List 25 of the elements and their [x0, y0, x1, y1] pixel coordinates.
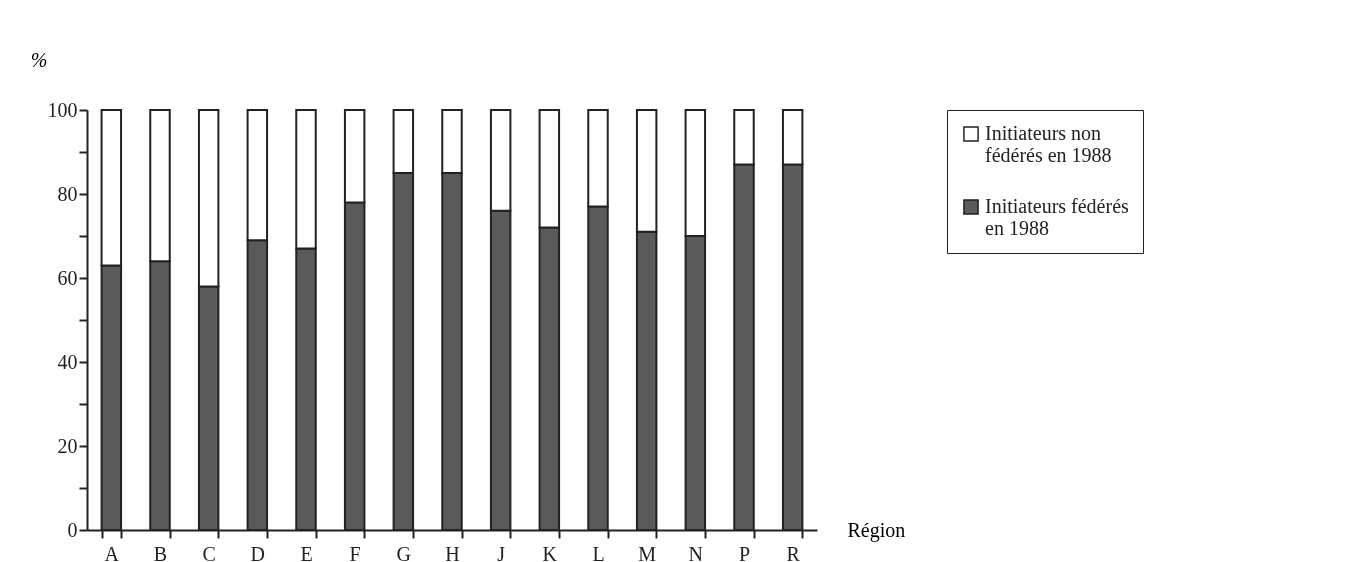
y-axis-title: %	[30, 48, 48, 71]
x-tick-label: N	[688, 542, 704, 562]
x-tick-label: P	[738, 542, 751, 562]
y-tick-label: 100	[47, 98, 78, 121]
y-tick-label: 80	[57, 182, 78, 205]
y-tick-label: 60	[57, 266, 78, 289]
x-tick-label: M	[638, 542, 657, 562]
y-tick-label: 40	[57, 350, 78, 373]
x-tick-label: B	[153, 542, 168, 562]
legend-label: Initiateurs fédérés en 1988	[985, 195, 1130, 239]
x-tick-label: D	[250, 542, 266, 562]
x-tick-label: A	[104, 542, 120, 562]
y-tick-label: 0	[67, 518, 78, 541]
x-tick-label: G	[396, 542, 412, 562]
x-tick-label: L	[592, 542, 605, 562]
x-axis-title: Région	[847, 518, 906, 542]
x-tick-label: C	[202, 542, 216, 562]
x-tick-label: E	[300, 542, 313, 562]
x-tick-label: F	[349, 542, 361, 562]
legend-label: Initiateurs non fédérés en 1988	[985, 122, 1112, 166]
x-tick-label: R	[786, 542, 801, 562]
x-tick-label: J	[497, 542, 506, 562]
x-tick-label: H	[445, 542, 460, 562]
x-tick-label: K	[542, 542, 558, 562]
y-tick-label: 20	[57, 434, 78, 457]
